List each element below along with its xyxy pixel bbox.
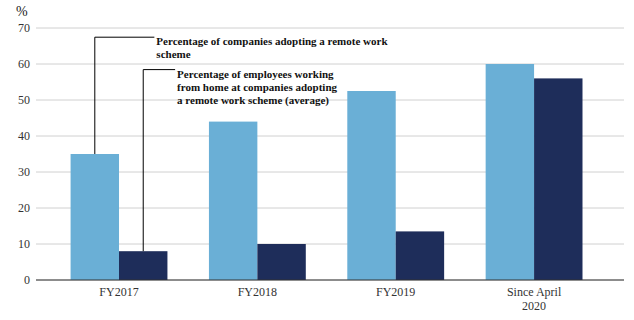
bar — [257, 244, 305, 280]
grid-line — [36, 28, 624, 29]
grid-line — [36, 280, 624, 281]
bar — [209, 122, 257, 280]
chart: 0 10 20 30 40 50 60 70% FY2017 FY2018 FY2019 Since … — [0, 0, 634, 320]
bars — [71, 64, 583, 280]
y-tick-label: 70 — [18, 21, 30, 35]
text-line: from home at companies adopting — [177, 81, 337, 93]
y-tick-label: 50 — [18, 93, 30, 107]
text-line: 2020 — [522, 299, 546, 313]
x-tick-label: Since April2020 — [507, 285, 562, 313]
text-line: Percentage of companies adopting a remot… — [156, 35, 388, 47]
text-line: FY2019 — [376, 285, 415, 299]
x-axis-line — [36, 280, 624, 281]
x-tick-label: FY2017 — [99, 285, 138, 299]
annotation: Percentage of companies adopting a remot… — [156, 35, 388, 60]
annotation: Percentage of employees workingfrom home… — [177, 68, 337, 107]
x-tick-label: FY2018 — [238, 285, 277, 299]
grid — [36, 28, 624, 280]
bar — [119, 251, 167, 280]
y-tick-label: 10 — [18, 237, 30, 251]
leader-line — [95, 37, 155, 154]
y-tick-label: 40 — [18, 129, 30, 143]
bar — [347, 91, 395, 280]
text-line: Percentage of employees working — [177, 68, 334, 80]
y-tick-label: 30 — [18, 165, 30, 179]
bar — [486, 64, 534, 280]
bar — [534, 78, 582, 280]
text-line: FY2017 — [99, 285, 138, 299]
text-line: scheme — [156, 48, 190, 60]
y-tick-label: 0 — [24, 273, 30, 287]
text-line: Since April — [507, 285, 562, 299]
text-line: a remote work scheme (average) — [177, 94, 329, 107]
bar — [71, 154, 119, 280]
grid-line — [36, 64, 624, 65]
bar — [396, 231, 444, 280]
y-tick-label: 20 — [18, 201, 30, 215]
x-tick-label: FY2019 — [376, 285, 415, 299]
text-line: FY2018 — [238, 285, 277, 299]
y-axis-label: % — [16, 4, 28, 19]
y-tick-label: 60 — [18, 57, 30, 71]
leader-line — [143, 70, 175, 252]
